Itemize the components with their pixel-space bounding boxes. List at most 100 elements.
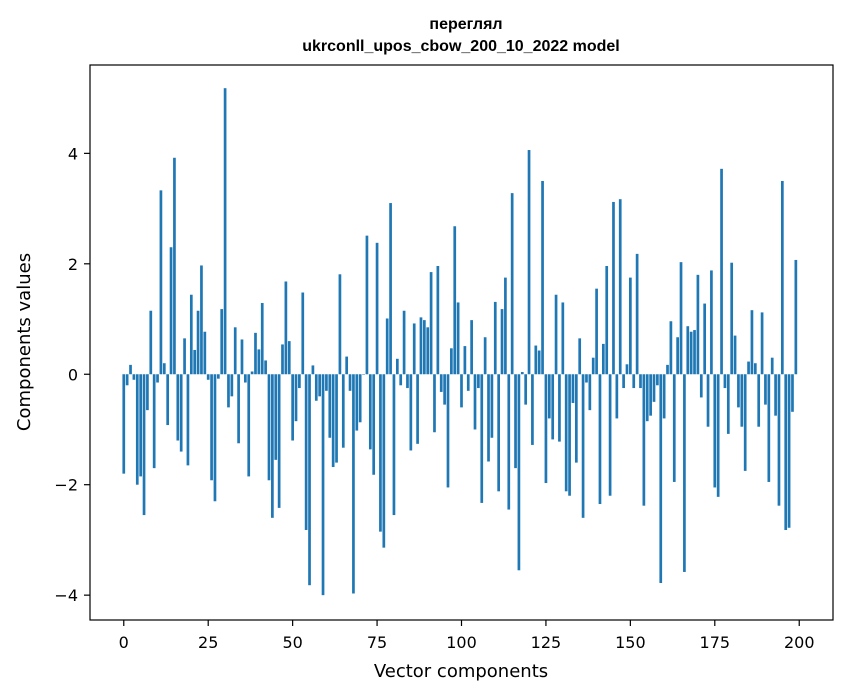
bar-65 [341,374,345,448]
bar-61 [328,374,332,438]
bar-150 [629,277,632,375]
bar-195 [780,180,784,375]
bar-114 [507,374,511,510]
bar-184 [743,374,747,471]
bar-39 [254,332,257,375]
bar-86 [412,323,416,375]
bar-125 [544,374,548,484]
y-tick-label: 0 [68,365,78,384]
bar-121 [531,374,534,445]
bar-16 [176,374,180,441]
bar-1 [125,374,129,386]
bar-111 [497,374,500,492]
bar-176 [716,374,720,497]
bar-96 [446,374,450,488]
bar-142 [601,343,605,375]
bar-187 [753,363,757,375]
bar-44 [271,374,274,518]
bar-103 [470,320,473,375]
bar-154 [642,374,646,506]
bar-156 [649,374,652,416]
bar-13 [166,374,170,426]
bar-91 [429,272,433,375]
bar-186 [750,310,754,375]
bar-29 [220,309,224,375]
bar-2 [129,364,132,375]
bar-104 [473,374,477,430]
bar-149 [625,364,629,375]
bar-128 [554,294,558,375]
bar-174 [710,270,713,375]
bar-112 [500,309,504,375]
bar-83 [402,310,406,375]
bar-144 [608,374,612,496]
bar-81 [395,358,399,375]
y-axis-ticks: −4 −2 0 2 4 [54,144,90,605]
bar-28 [216,374,220,379]
bar-89 [423,320,426,375]
bar-100 [460,374,463,408]
bar-110 [493,301,497,375]
bar-161 [666,364,669,375]
bar-80 [392,374,396,516]
bar-108 [487,374,490,462]
bar-12 [162,363,166,375]
bar-139 [591,357,595,375]
x-tick-label: 175 [700,633,731,652]
bar-64 [338,274,342,375]
x-tick-label: 100 [446,633,477,652]
bar-88 [419,317,423,375]
bar-146 [615,374,619,419]
bar-26 [210,374,213,481]
bar-148 [622,374,625,389]
bar-140 [595,288,598,375]
bar-155 [645,374,649,422]
x-tick-label: 75 [367,633,387,652]
bar-55 [308,374,311,586]
bar-66 [345,356,349,375]
bar-132 [568,374,571,496]
bar-17 [179,374,183,452]
bar-58 [318,374,321,397]
bar-113 [504,277,507,375]
bar-122 [534,345,538,375]
bar-191 [767,374,771,482]
bar-134 [574,374,578,463]
bar-165 [679,262,683,375]
bar-15 [173,157,176,375]
y-tick-label: −2 [54,476,78,495]
bar-115 [510,193,514,375]
bar-50 [291,374,294,441]
bar-169 [693,330,696,375]
bar-73 [368,374,372,450]
bar-70 [358,374,362,423]
bar-166 [683,374,686,572]
bar-158 [656,374,659,386]
bar-71 [362,374,365,375]
bar-60 [325,374,328,391]
bar-172 [703,303,707,375]
bar-138 [588,374,592,411]
bar-32 [230,374,234,397]
bar-69 [355,374,359,431]
bar-27 [213,374,217,502]
bar-41 [260,303,264,375]
bar-168 [689,331,693,375]
bar-137 [585,374,588,383]
bar-141 [598,374,602,505]
bar-179 [726,374,730,434]
bar-38 [250,371,254,375]
bar-21 [193,349,197,375]
bars-group [122,88,798,596]
x-tick-label: 25 [198,633,218,652]
bar-6 [142,374,146,516]
bar-77 [382,374,386,548]
bar-167 [686,326,690,375]
bar-157 [652,374,656,402]
bar-31 [227,374,230,408]
bar-145 [612,201,615,375]
bar-135 [578,338,582,375]
bar-193 [774,374,777,416]
bar-198 [791,374,794,412]
